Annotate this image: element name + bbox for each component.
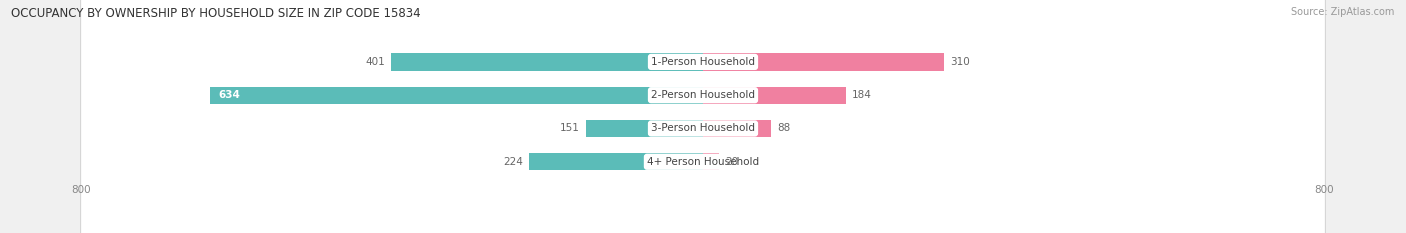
Text: 3-Person Household: 3-Person Household xyxy=(651,123,755,134)
Bar xyxy=(703,86,846,104)
Text: 2-Person Household: 2-Person Household xyxy=(651,90,755,100)
Text: 4+ Person Household: 4+ Person Household xyxy=(647,157,759,167)
Text: 401: 401 xyxy=(366,57,385,67)
FancyBboxPatch shape xyxy=(80,0,1326,233)
Text: 634: 634 xyxy=(218,90,240,100)
Text: OCCUPANCY BY OWNERSHIP BY HOUSEHOLD SIZE IN ZIP CODE 15834: OCCUPANCY BY OWNERSHIP BY HOUSEHOLD SIZE… xyxy=(11,7,420,20)
Text: Source: ZipAtlas.com: Source: ZipAtlas.com xyxy=(1291,7,1395,17)
Bar xyxy=(703,153,718,170)
Bar xyxy=(211,86,703,104)
Text: 20: 20 xyxy=(724,157,738,167)
Bar xyxy=(529,153,703,170)
FancyBboxPatch shape xyxy=(80,0,1326,233)
FancyBboxPatch shape xyxy=(80,0,1326,233)
FancyBboxPatch shape xyxy=(80,0,1326,233)
Text: 310: 310 xyxy=(950,57,970,67)
Text: 88: 88 xyxy=(778,123,790,134)
Text: 1-Person Household: 1-Person Household xyxy=(651,57,755,67)
Bar xyxy=(703,53,943,71)
Bar xyxy=(391,53,703,71)
Text: 184: 184 xyxy=(852,90,872,100)
Text: 151: 151 xyxy=(560,123,579,134)
Bar xyxy=(586,120,703,137)
Bar xyxy=(703,120,772,137)
Text: 224: 224 xyxy=(503,157,523,167)
